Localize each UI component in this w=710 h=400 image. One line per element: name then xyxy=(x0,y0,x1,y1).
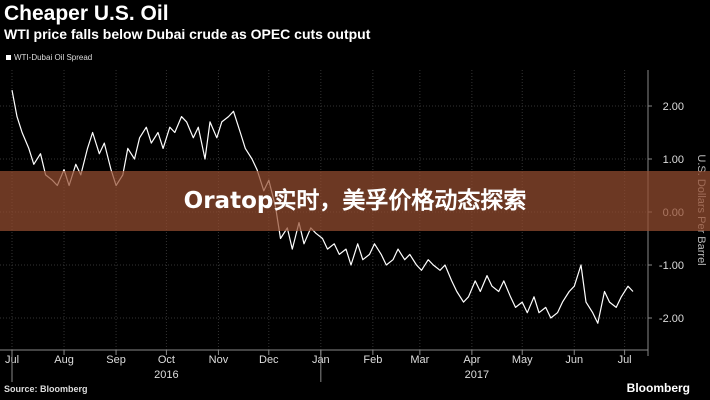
source-label: Source: Bloomberg xyxy=(4,384,88,394)
chart-legend: WTI-Dubai Oil Spread xyxy=(6,53,92,62)
x-tick-label: Jul xyxy=(618,354,632,366)
chart-title: Cheaper U.S. Oil xyxy=(4,2,169,25)
x-tick-label: May xyxy=(512,354,533,366)
x-tick-label: Nov xyxy=(209,354,229,366)
legend-label: WTI-Dubai Oil Spread xyxy=(14,53,93,62)
y-tick-label: -2.00 xyxy=(659,313,684,325)
chart-subtitle: WTI price falls below Dubai crude as OPE… xyxy=(4,26,371,42)
x-tick-label: Feb xyxy=(363,354,382,366)
x-tick-label: Jun xyxy=(565,354,583,366)
x-tick-label: Oct xyxy=(158,354,175,366)
y-tick-label: 1.00 xyxy=(663,154,684,166)
x-tick-label: Dec xyxy=(259,354,279,366)
y-tick-label: -1.00 xyxy=(659,260,684,272)
overlay-banner-text: Oratop实时，美孚价格动态探索 xyxy=(183,188,527,214)
x-tick-label: Aug xyxy=(54,354,74,366)
x-year-label: 2016 xyxy=(154,369,178,381)
x-tick-label: Apr xyxy=(463,354,480,366)
y-tick-label: 2.00 xyxy=(663,101,684,113)
legend-swatch xyxy=(6,55,11,60)
x-year-label: 2017 xyxy=(465,369,489,381)
x-tick-label: Mar xyxy=(410,354,429,366)
brand-logo: Bloomberg xyxy=(626,381,690,395)
x-tick-label: Sep xyxy=(106,354,126,366)
overlay-banner xyxy=(0,171,710,231)
